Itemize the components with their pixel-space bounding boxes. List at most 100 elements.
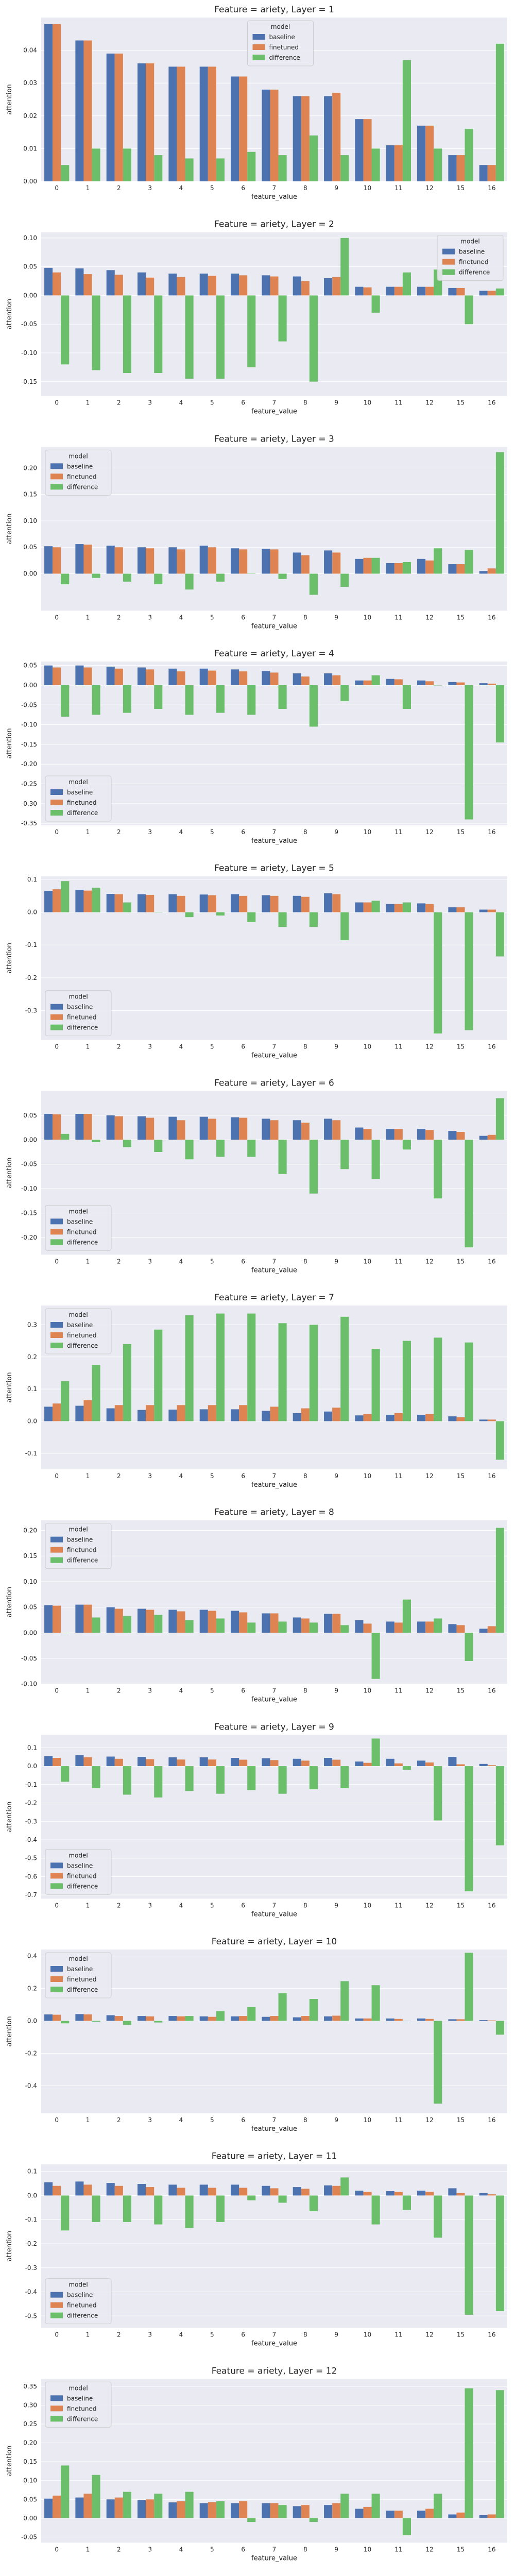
x-tick-label: 1 xyxy=(86,184,90,192)
bar-finetuned xyxy=(83,2184,92,2196)
x-tick-label: 6 xyxy=(241,614,245,621)
bar-finetuned xyxy=(425,125,434,181)
bar-baseline xyxy=(138,894,146,912)
y-tick-label: 0.1 xyxy=(27,2168,37,2175)
y-tick-label: -0.3 xyxy=(25,1007,37,1014)
bar-finetuned xyxy=(456,2512,465,2518)
bar-baseline xyxy=(231,894,239,912)
bar-finetuned xyxy=(456,1625,465,1633)
y-tick-label: -0.1 xyxy=(25,941,37,948)
y-tick-label: 0.00 xyxy=(23,682,37,689)
x-tick-label: 4 xyxy=(179,399,183,406)
bar-finetuned xyxy=(177,66,185,181)
bar-baseline xyxy=(417,2018,426,2021)
bar-baseline xyxy=(355,286,364,296)
bar-finetuned xyxy=(177,1120,185,1140)
x-tick-label: 4 xyxy=(179,614,183,621)
bar-finetuned xyxy=(456,155,465,181)
bar-finetuned xyxy=(239,671,248,685)
bar-finetuned xyxy=(394,145,403,181)
legend-swatch xyxy=(50,1966,63,1972)
legend-entry: finetuned xyxy=(459,259,488,266)
bar-difference xyxy=(61,573,70,585)
legend-entry: difference xyxy=(67,483,98,490)
x-axis-label: feature_value xyxy=(251,2554,297,2562)
legend-swatch xyxy=(50,2395,63,2401)
legend-entry: baseline xyxy=(67,1965,93,1973)
x-tick-label: 4 xyxy=(179,1902,183,1909)
bar-finetuned xyxy=(332,675,341,685)
bar-finetuned xyxy=(425,1414,434,1421)
bar-finetuned xyxy=(487,1134,496,1140)
legend-swatch xyxy=(50,1547,63,1553)
bar-difference xyxy=(465,2388,473,2518)
bar-difference xyxy=(278,1993,287,2021)
bar-difference xyxy=(61,1133,70,1140)
bar-finetuned xyxy=(487,1419,496,1421)
y-tick-label: 0.2 xyxy=(27,1985,37,1992)
bar-baseline xyxy=(199,66,208,181)
bar-baseline xyxy=(355,902,364,912)
bar-baseline xyxy=(386,563,394,574)
bar-finetuned xyxy=(53,1114,61,1140)
x-tick-label: 7 xyxy=(272,184,277,192)
bar-difference xyxy=(216,295,225,379)
x-tick-label: 4 xyxy=(179,1687,183,1694)
bar-baseline xyxy=(448,1416,457,1421)
x-tick-label: 5 xyxy=(210,614,214,621)
x-tick-label: 11 xyxy=(394,1043,402,1050)
bar-baseline xyxy=(262,89,270,181)
legend-swatch xyxy=(442,269,455,275)
x-tick-label: 8 xyxy=(303,2546,307,2553)
bar-baseline xyxy=(479,165,488,181)
bar-finetuned xyxy=(456,2019,465,2021)
legend: model baseline finetuned difference xyxy=(45,449,112,496)
bar-difference xyxy=(309,1999,318,2021)
bar-finetuned xyxy=(456,682,465,685)
bar-difference xyxy=(92,887,100,912)
bar-difference xyxy=(340,1140,349,1170)
bar-baseline xyxy=(448,907,457,912)
legend-swatch xyxy=(50,473,63,480)
bar-baseline xyxy=(417,680,426,685)
bar-baseline xyxy=(199,1609,208,1633)
bar-difference xyxy=(402,562,411,574)
bar-baseline xyxy=(168,2184,177,2196)
bar-difference xyxy=(61,2195,70,2231)
bar-finetuned xyxy=(83,1757,92,1767)
y-axis-label: attention xyxy=(6,943,13,973)
chart-title: Feature = ariety, Layer = 1 xyxy=(214,5,334,15)
legend: model baseline finetuned difference xyxy=(45,990,112,1037)
bar-baseline xyxy=(355,558,364,574)
y-tick-label: 0.00 xyxy=(23,2515,37,2522)
bar-difference xyxy=(185,573,194,590)
bar-difference xyxy=(123,1140,131,1147)
x-tick-label: 0 xyxy=(55,1687,59,1694)
x-tick-label: 3 xyxy=(148,1687,152,1694)
bar-difference xyxy=(154,1615,163,1633)
bar-difference xyxy=(185,1140,194,1160)
bar-difference xyxy=(154,1140,163,1152)
x-tick-label: 16 xyxy=(488,1902,495,1909)
bar-difference xyxy=(154,2195,163,2225)
bar-finetuned xyxy=(83,545,92,574)
bar-finetuned xyxy=(53,2014,61,2021)
x-tick-label: 9 xyxy=(334,828,338,836)
x-tick-label: 7 xyxy=(272,828,277,836)
bar-difference xyxy=(185,295,194,379)
chart-title: Feature = ariety, Layer = 4 xyxy=(214,649,334,659)
bar-baseline xyxy=(138,1757,146,1767)
bar-finetuned xyxy=(208,1118,216,1140)
bar-difference xyxy=(371,2494,380,2518)
bar-finetuned xyxy=(301,2505,310,2518)
x-tick-label: 9 xyxy=(334,184,338,192)
bar-difference xyxy=(278,1323,287,1421)
x-tick-label: 2 xyxy=(117,2546,121,2553)
x-tick-label: 1 xyxy=(86,2331,90,2338)
y-tick-label: 0.02 xyxy=(23,112,37,120)
x-tick-label: 1 xyxy=(86,828,90,836)
legend-entry: finetuned xyxy=(269,44,299,51)
bar-baseline xyxy=(355,1415,364,1421)
x-tick-label: 2 xyxy=(117,2116,121,2124)
x-tick-label: 12 xyxy=(426,1258,434,1265)
